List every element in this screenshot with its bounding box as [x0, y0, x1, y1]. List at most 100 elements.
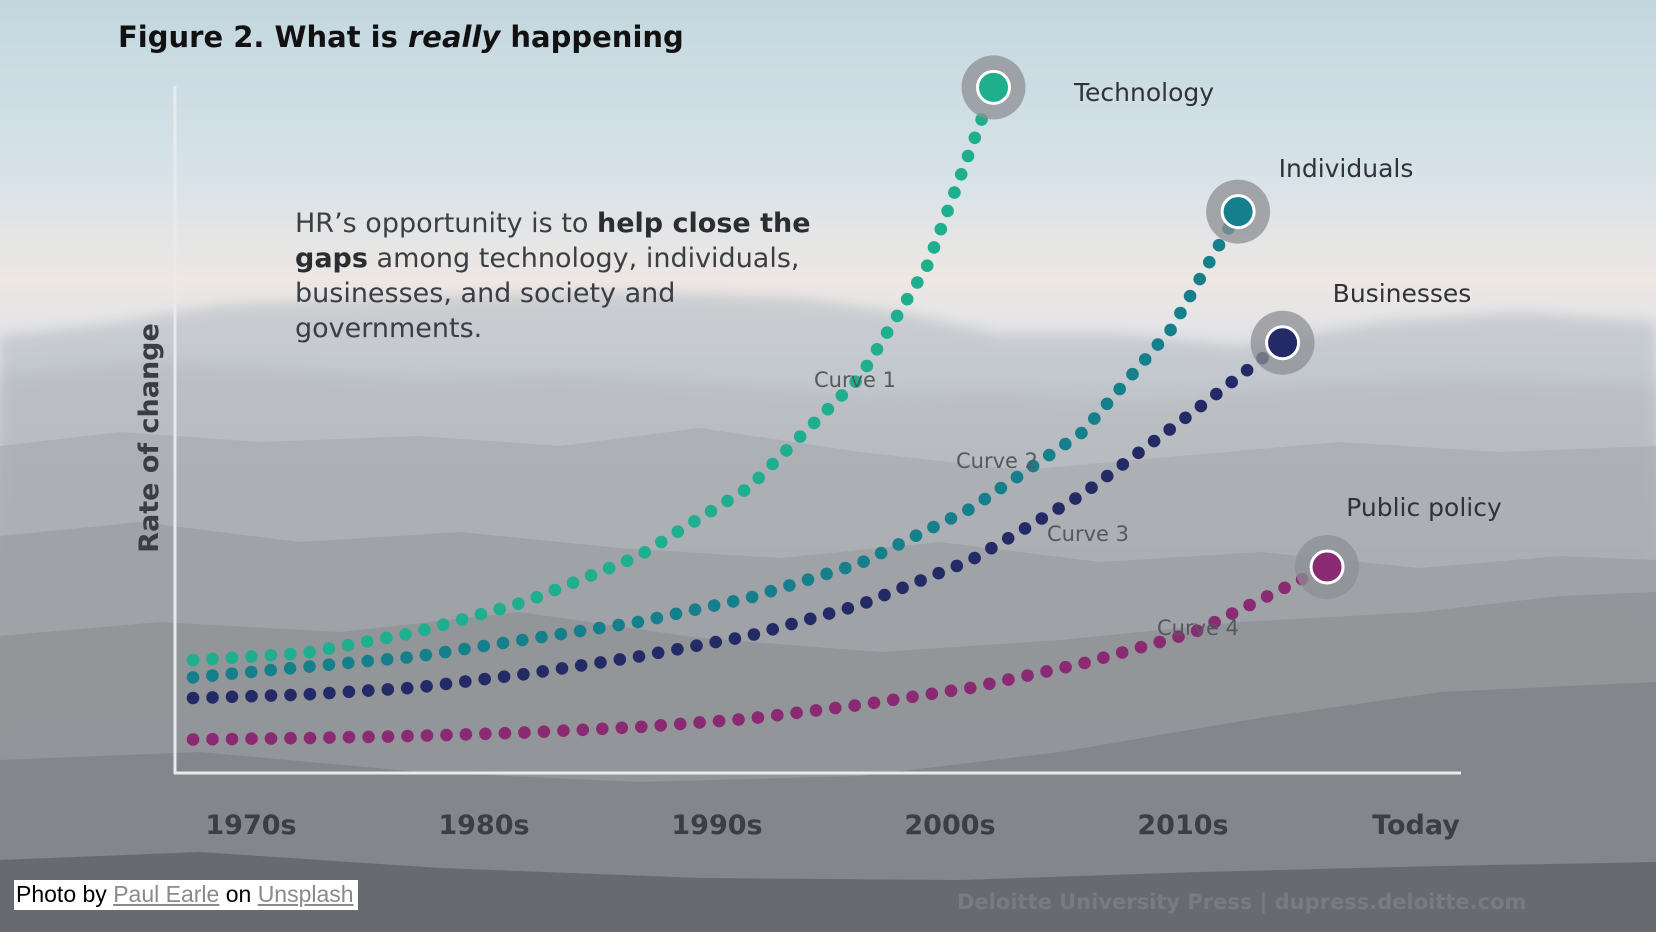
data-point [420, 680, 433, 693]
data-point [1085, 481, 1098, 495]
data-point [983, 677, 996, 691]
data-point [932, 566, 945, 580]
data-point [829, 701, 842, 715]
data-point [362, 730, 375, 744]
x-tick-label: 1980s [438, 810, 529, 841]
data-point [878, 588, 891, 602]
data-point [1075, 426, 1088, 440]
data-point [1243, 598, 1256, 612]
data-point [835, 389, 849, 402]
curve-label: Curve 4 [1157, 616, 1239, 640]
data-point [690, 639, 703, 652]
data-point [839, 561, 852, 575]
data-point [728, 632, 742, 645]
data-point [1183, 289, 1197, 303]
data-point [418, 623, 431, 637]
data-point [1115, 646, 1129, 659]
data-point [900, 292, 914, 306]
data-point [693, 716, 706, 729]
data-point [914, 574, 927, 587]
data-point [1001, 532, 1015, 545]
data-point [962, 503, 975, 516]
data-point [1151, 338, 1165, 351]
data-point [704, 504, 718, 518]
data-point [1147, 434, 1161, 448]
data-point [323, 686, 336, 700]
data-point [512, 597, 525, 610]
series-name-label: Individuals [1279, 154, 1414, 183]
data-point [493, 602, 507, 616]
data-point [1097, 651, 1110, 664]
data-point [673, 717, 687, 731]
data-point [1126, 367, 1139, 381]
data-point [707, 599, 721, 612]
data-point [1174, 306, 1187, 320]
series-public-policy: Public policy Curve 4 [186, 493, 1502, 746]
title-emphasis: really [407, 20, 501, 54]
data-point [1163, 423, 1176, 436]
data-point [1116, 458, 1130, 471]
data-point [620, 554, 634, 568]
data-point [584, 569, 598, 582]
data-point [440, 728, 453, 742]
data-point [458, 642, 471, 656]
data-point [655, 535, 668, 549]
series-name-label: Technology [1073, 78, 1214, 107]
data-point [1193, 272, 1206, 286]
data-point [322, 658, 336, 671]
data-point [361, 654, 375, 668]
photographer-link[interactable]: Paul Earle [113, 881, 220, 907]
data-point [1278, 581, 1291, 595]
data-point [944, 512, 958, 525]
data-point [264, 649, 278, 662]
x-tick-label: 1990s [671, 810, 762, 841]
data-point [399, 628, 412, 641]
data-point [909, 529, 923, 542]
data-point [1132, 446, 1145, 460]
data-point [612, 618, 625, 632]
data-point [400, 681, 414, 695]
data-point [737, 484, 751, 497]
data-point [650, 611, 664, 625]
unsplash-link[interactable]: Unsplash [257, 881, 354, 907]
data-point [1134, 640, 1148, 654]
data-point [906, 690, 919, 704]
data-point [964, 681, 977, 695]
data-point [459, 675, 472, 688]
data-point [944, 684, 958, 698]
data-point [615, 721, 629, 735]
data-point [517, 668, 530, 681]
data-point [880, 326, 894, 339]
data-point [245, 689, 258, 703]
data-point [536, 665, 549, 678]
data-point [322, 642, 336, 655]
data-point [793, 430, 807, 443]
endpoint-marker [1265, 325, 1301, 361]
data-point [548, 583, 562, 597]
data-point [420, 729, 434, 742]
data-point [1210, 387, 1223, 401]
data-point [890, 309, 904, 323]
data-point [766, 457, 779, 471]
data-point [1059, 660, 1072, 674]
x-tick-labels: 1970s 1980s 1990s 2000s 2010s Today [205, 810, 1460, 841]
data-point [860, 359, 874, 373]
data-point [360, 635, 374, 648]
data-point [186, 691, 200, 705]
data-point [244, 665, 258, 679]
data-point [896, 581, 909, 595]
data-point [783, 579, 796, 592]
data-point [362, 684, 375, 697]
series-name-label: Public policy [1346, 493, 1502, 522]
data-point [911, 276, 924, 289]
data-point [455, 613, 469, 626]
x-tick-label: 2000s [904, 810, 995, 841]
data-point [631, 615, 645, 629]
data-point [978, 492, 992, 506]
photo-credit: Photo by Paul Earle on Unsplash [14, 880, 358, 910]
data-point [419, 648, 433, 662]
data-point [284, 647, 297, 661]
series-businesses: Businesses Curve 3 [186, 279, 1471, 705]
data-point [264, 732, 278, 745]
data-point [537, 725, 551, 738]
